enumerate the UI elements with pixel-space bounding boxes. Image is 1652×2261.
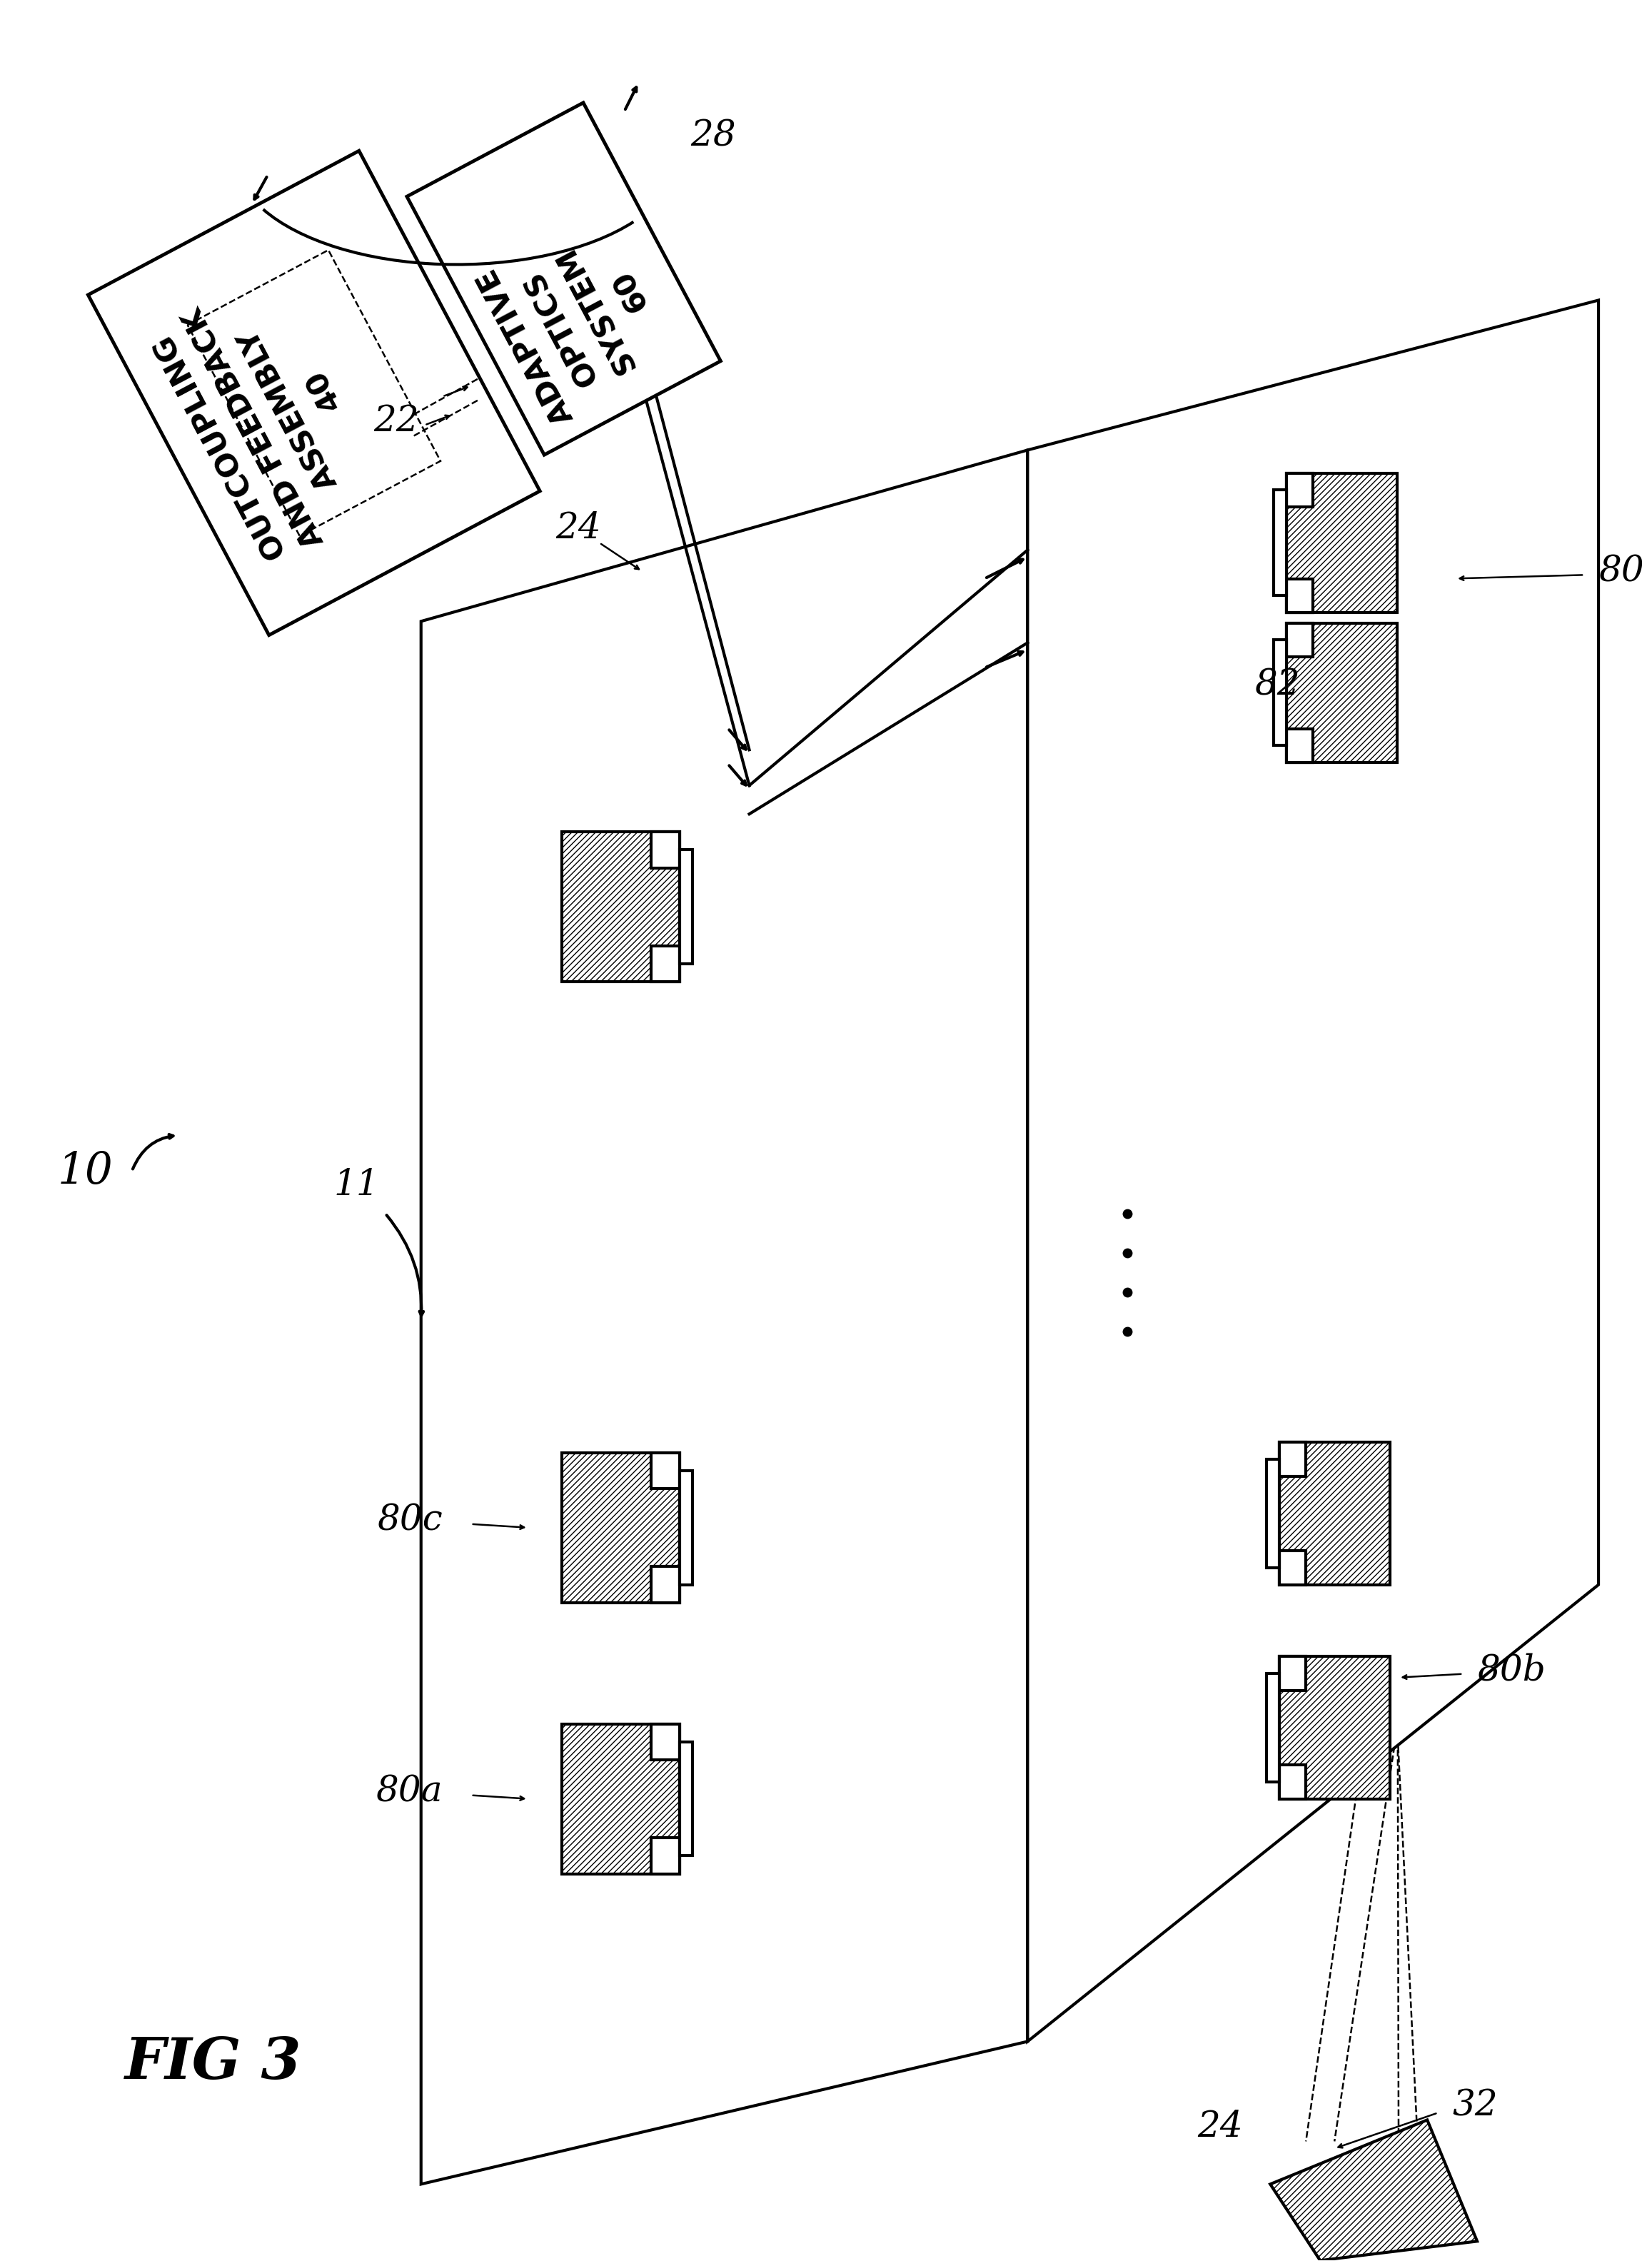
Polygon shape [1274,640,1287,746]
Polygon shape [1267,1458,1279,1567]
Text: 22: 22 [373,405,420,439]
Polygon shape [651,1454,679,1488]
Polygon shape [679,850,692,963]
Polygon shape [1287,473,1313,506]
Polygon shape [187,251,441,536]
Polygon shape [1279,1551,1305,1585]
Polygon shape [651,832,679,868]
Polygon shape [562,1454,679,1603]
Polygon shape [1274,491,1287,595]
Polygon shape [651,945,679,981]
Text: ADAPTIVE
OPTICS
SYSTEM
60: ADAPTIVE OPTICS SYSTEM 60 [472,208,684,430]
Polygon shape [651,1723,679,1759]
Text: 11: 11 [334,1167,380,1203]
Text: 80: 80 [1599,554,1644,590]
Polygon shape [679,1741,692,1856]
Polygon shape [562,1723,679,1874]
Polygon shape [1279,1655,1305,1691]
Polygon shape [1270,2121,1477,2261]
Polygon shape [1028,301,1599,2042]
Text: 82: 82 [1254,667,1300,703]
Polygon shape [88,151,540,635]
Text: 24: 24 [555,511,601,547]
Polygon shape [1279,1764,1305,1800]
Text: 24: 24 [1198,2110,1242,2146]
Polygon shape [421,450,1028,2184]
Text: 10: 10 [58,1149,114,1192]
Polygon shape [1279,1443,1305,1476]
Text: 80a: 80a [375,1775,443,1809]
Polygon shape [1287,728,1313,762]
Polygon shape [1287,579,1313,613]
Polygon shape [651,1567,679,1603]
Polygon shape [1279,1655,1389,1800]
Polygon shape [1287,624,1398,762]
Polygon shape [651,1838,679,1874]
Text: 80c: 80c [377,1504,443,1537]
Text: 32: 32 [1452,2087,1498,2123]
Polygon shape [406,102,720,454]
Text: FIG 3: FIG 3 [126,2035,302,2091]
Polygon shape [562,832,679,981]
Polygon shape [1287,624,1313,656]
Text: 28: 28 [691,118,737,154]
Polygon shape [679,1470,692,1585]
Polygon shape [1267,1673,1279,1782]
Text: OUTCOUPLING
AND FEEDBACK
ASSEMBLY
40: OUTCOUPLING AND FEEDBACK ASSEMBLY 40 [142,265,400,572]
Polygon shape [1287,473,1398,613]
Text: 80b: 80b [1477,1653,1546,1689]
Polygon shape [1279,1443,1389,1585]
